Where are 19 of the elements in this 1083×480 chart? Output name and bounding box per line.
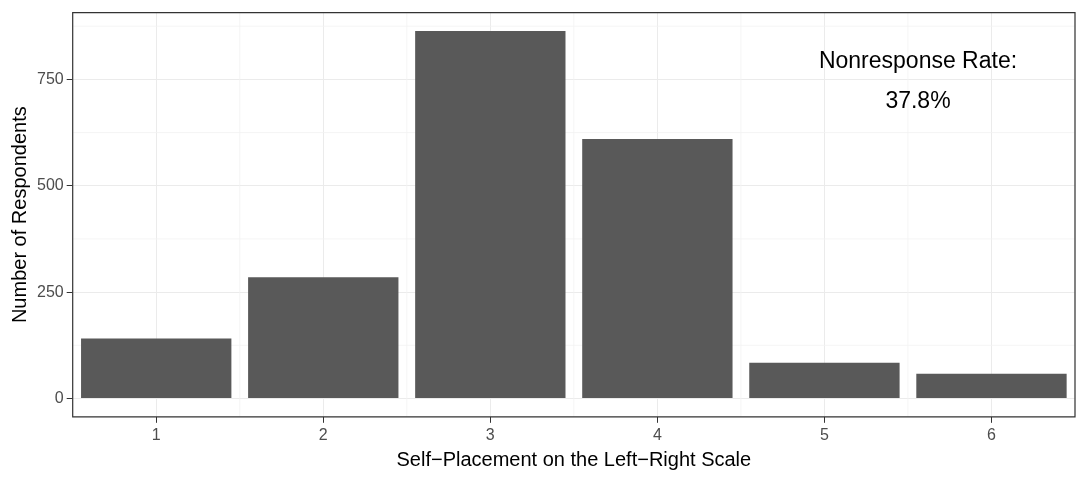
x-tick-label: 3	[485, 425, 495, 443]
bar	[415, 30, 566, 399]
y-tick-label: 250	[36, 282, 64, 300]
y-tick-label: 500	[36, 176, 64, 194]
bar	[248, 277, 399, 399]
x-tick-label: 2	[318, 425, 328, 443]
bar	[582, 138, 733, 399]
x-axis-title: Self−Placement on the Left−Right Scale	[396, 447, 752, 470]
y-tick-label: 750	[36, 69, 64, 87]
bar	[749, 362, 900, 399]
x-tick-label: 1	[151, 425, 161, 443]
y-tick-label: 0	[54, 388, 64, 406]
bar	[81, 338, 232, 399]
y-axis-title: Number of Respondents	[7, 106, 30, 324]
x-tick-label: 6	[987, 425, 997, 443]
annotation: Nonresponse Rate: 37.8%	[818, 46, 1018, 113]
x-tick-label: 5	[819, 425, 829, 443]
x-tick-label: 4	[652, 425, 662, 443]
bar	[916, 373, 1067, 399]
